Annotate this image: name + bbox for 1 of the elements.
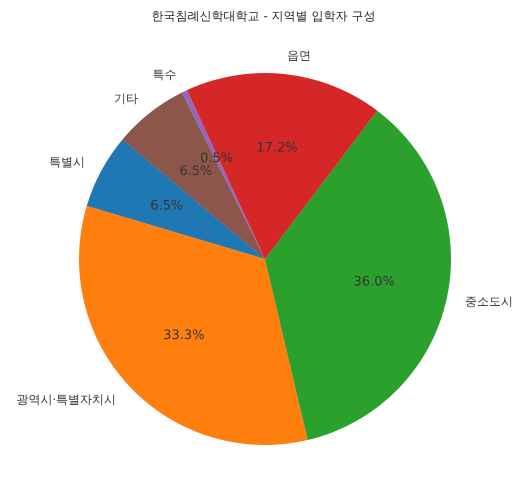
title: 한국침례신학대학교 - 지역별 입학자 구성 bbox=[152, 9, 376, 23]
